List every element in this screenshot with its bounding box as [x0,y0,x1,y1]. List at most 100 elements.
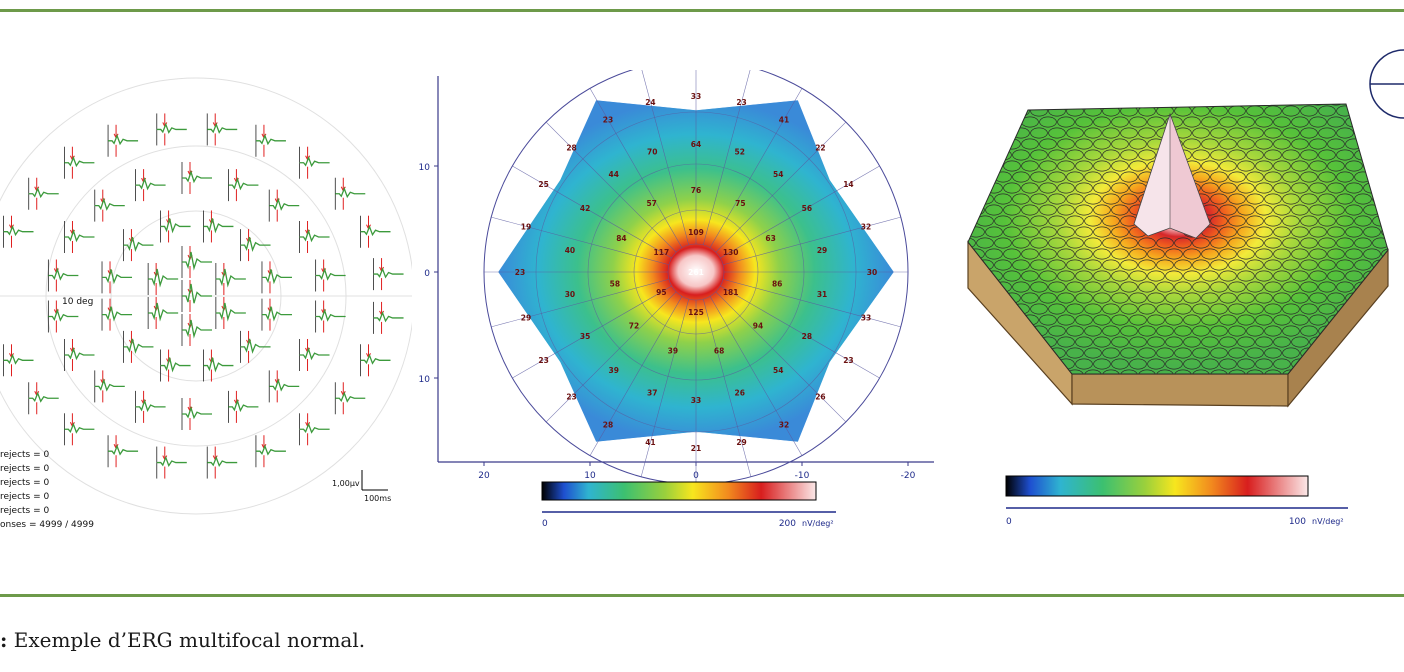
terrain-cell [1120,303,1138,315]
terrain-cell [1246,303,1264,315]
terrain-cell [1291,314,1309,326]
trace [123,229,154,262]
terrain-cell [1327,116,1345,128]
trace [101,261,133,294]
response-value: 30 [867,268,877,277]
response-value: 32 [861,222,871,231]
response-value: 33 [691,92,701,101]
terrain-cell [1048,259,1066,271]
response-value: 23 [736,98,746,107]
terrain-cell [1210,303,1228,315]
terrain-cell [1219,226,1237,238]
colorbar-unit: nV/deg² [1312,517,1344,526]
terrain-cell [1004,381,1021,391]
terrain-cell [1066,127,1084,139]
terrain-cell [1318,171,1336,183]
terrain-cell [1273,314,1291,326]
terrain-cell [1237,182,1255,194]
terrain-cell [1309,292,1327,304]
terrain-cell [1391,216,1404,226]
trace [228,169,259,202]
colorbar-unit: nV/deg² [802,519,834,528]
terrain-cell [1057,182,1075,194]
terrain-cell [1210,347,1228,359]
terrain-cell [1391,238,1404,248]
terrain-cell [1273,248,1291,260]
terrain-cell [1030,127,1048,139]
terrain-cell [968,215,976,227]
trace [47,300,79,333]
terrain-cell [1309,104,1327,106]
terrain-cell [1372,171,1388,183]
terrain-cell [1048,215,1066,227]
caption-prefix: : [0,628,8,652]
trace [373,258,404,291]
response-value: 23 [603,116,613,125]
terrain-cell [1066,215,1084,227]
terrain-cell [1282,105,1300,117]
terrain-cell [1255,160,1273,172]
response-value: 26 [815,392,825,401]
terrain-cell [1327,358,1345,370]
terrain-cell [1039,160,1057,172]
terrain-cell [1219,314,1237,326]
terrain-cell [1300,215,1318,227]
colorbar [1005,475,1309,497]
terrain-cell [1129,248,1147,260]
terrain-cell [1309,226,1327,238]
terrain-cell [1012,193,1030,205]
terrain-cell [994,105,1012,117]
trace [3,344,34,377]
terrain-cell [1138,149,1156,161]
stats-line: onses = 4999 / 4999 [0,520,94,530]
response-value: 37 [647,388,657,397]
trace [268,189,300,222]
terrain-cell [1129,270,1147,282]
terrain-cell [1219,270,1237,282]
y-tick-label: -10 [418,375,430,385]
terrain-cell [1066,259,1084,271]
terrain-cell [1075,270,1093,282]
sector-grid [484,60,908,484]
terrain-cell [1291,138,1309,150]
terrain-cell [1201,160,1219,172]
terrain-cell [1120,369,1138,374]
terrain-cell [1318,149,1336,161]
terrain-cell [1057,138,1075,150]
response-value: 39 [609,366,619,375]
trace [360,215,391,248]
terrain-cell [950,139,967,149]
terrain-cell [1120,325,1138,337]
terrain-cell [1373,392,1390,402]
response-value: 23 [843,356,853,365]
terrain-cell [1219,204,1237,216]
terrain-cell [1084,259,1102,271]
terrain-cell [1057,292,1075,304]
terrain-cell [1039,138,1057,150]
terrain-cell [1003,204,1021,216]
terrain-cell [1291,270,1309,282]
terrain-cell [968,138,985,150]
terrain-cell [968,325,976,337]
terrain-cell [1237,116,1255,128]
terrain-cell [1381,138,1388,150]
response-value: 26 [735,388,745,397]
terrain-cell [1075,292,1093,304]
terrain-cell [1391,304,1404,314]
terrain-cell [1102,171,1120,183]
terrain-cell [1093,204,1111,216]
terrain-cell [1237,314,1255,326]
terrain-cell [1165,104,1183,106]
terrain-cell [1346,381,1363,391]
terrain-cell [1120,171,1138,183]
terrain-cell [1120,237,1138,249]
terrain-cell [1391,194,1404,204]
terrain-cell [1228,215,1246,227]
terrain-cell [1111,336,1129,348]
terrain-cell [1372,127,1388,139]
trace [101,298,133,331]
terrain-cell [1138,347,1156,359]
terrain-cell [1003,270,1021,282]
terrain-cell [1363,138,1381,150]
response-value: 35 [580,332,590,341]
